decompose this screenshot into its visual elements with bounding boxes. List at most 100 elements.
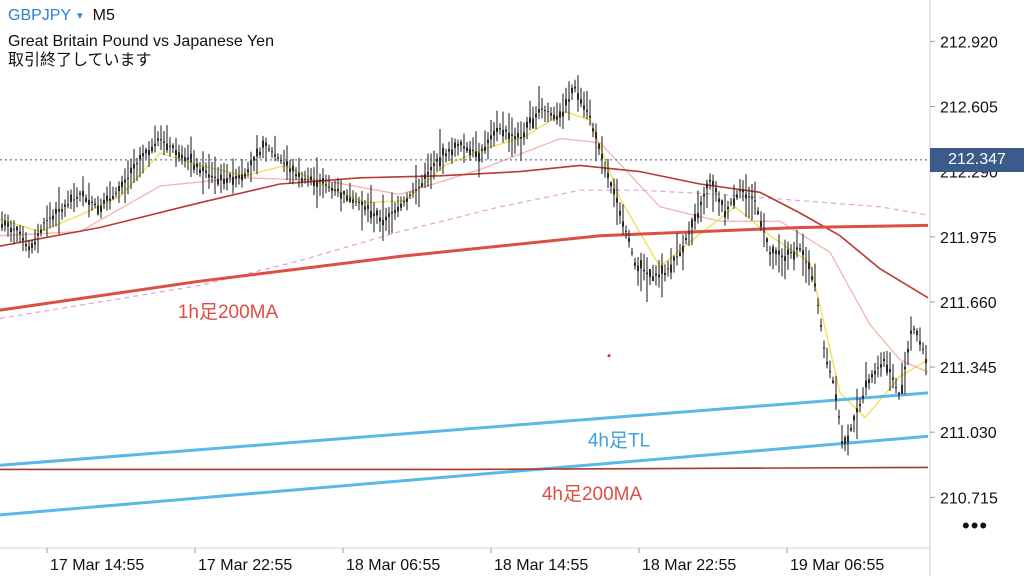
candle-body — [727, 206, 729, 210]
symbol-label[interactable]: GBPJPY — [8, 7, 72, 24]
candle-body — [334, 189, 336, 191]
candle-body — [157, 138, 159, 141]
timeframe-label[interactable]: M5 — [92, 7, 115, 24]
candle-body — [925, 359, 927, 364]
candle-body — [523, 132, 525, 138]
annotation-label: 1h足200MA — [178, 302, 279, 323]
candle-body — [112, 196, 114, 200]
candle-body — [160, 139, 162, 141]
candle-body — [421, 183, 423, 187]
candle-body — [424, 174, 426, 179]
y-tick-label: 211.030 — [940, 425, 997, 442]
chart-annotations: 1h足200MA 4h足TL 4h足200MA — [178, 302, 650, 505]
candle-body — [883, 358, 885, 361]
indicator-line-3 — [0, 189, 929, 320]
candle-body — [901, 384, 903, 394]
x-tick-label: 18 Mar 06:55 — [346, 557, 440, 574]
candle-body — [346, 195, 348, 201]
candle-body — [316, 181, 318, 187]
candle-body — [622, 221, 624, 227]
candle-body — [574, 86, 576, 89]
candle-body — [352, 199, 354, 203]
candle-body — [94, 203, 96, 206]
candle-body — [739, 190, 741, 192]
candle-body — [52, 215, 54, 220]
more-menu-icon[interactable]: ••• — [962, 513, 989, 538]
candle-body — [520, 137, 522, 139]
candle-body — [55, 208, 57, 214]
chevron-down-icon[interactable]: ▾ — [77, 10, 83, 22]
candle-body — [760, 221, 762, 227]
candle-body — [535, 113, 537, 118]
candle-body — [271, 151, 273, 153]
instrument-name: Great Britain Pound vs Japanese Yen — [8, 33, 274, 50]
candle-body — [820, 324, 822, 327]
candle-body — [322, 178, 324, 184]
candle-body — [25, 244, 27, 247]
candle-body — [601, 153, 603, 160]
candle-body — [7, 222, 9, 227]
candle-body — [121, 181, 123, 188]
candle-body — [229, 174, 231, 178]
y-tick-label: 211.975 — [940, 230, 997, 247]
candle-body — [247, 169, 249, 173]
candle-body — [709, 179, 711, 182]
candle-body — [487, 139, 489, 144]
candle-body — [772, 246, 774, 254]
candle-body — [49, 217, 51, 219]
candle-body — [715, 188, 717, 193]
x-tick-label: 17 Mar 14:55 — [50, 557, 144, 574]
candle-body — [331, 187, 333, 191]
candle-body — [253, 156, 255, 161]
candle-body — [196, 163, 198, 168]
candle-body — [169, 145, 171, 147]
candle-body — [463, 146, 465, 149]
candle-body — [868, 379, 870, 383]
candle-body — [388, 213, 390, 217]
candle-body — [751, 197, 753, 199]
candle-body — [850, 428, 852, 431]
candle-body — [781, 255, 783, 258]
candle-body — [871, 374, 873, 378]
candle-body — [277, 157, 279, 159]
candle-body — [358, 201, 360, 204]
candle-body — [592, 128, 594, 132]
candle-body — [808, 262, 810, 270]
candle-body — [658, 274, 660, 278]
candle-body — [610, 182, 612, 187]
indicator-line-8 — [0, 466, 929, 471]
candle-body — [238, 175, 240, 178]
candle-body — [349, 197, 351, 203]
candle-body — [886, 364, 888, 373]
candle-body — [604, 169, 606, 171]
candle-body — [745, 194, 747, 199]
candle-body — [832, 380, 834, 384]
candle-body — [568, 99, 570, 102]
candle-body — [175, 150, 177, 156]
indicator-lines — [0, 111, 929, 517]
candle-body — [106, 195, 108, 202]
candle-body — [79, 193, 81, 195]
candle-body — [646, 272, 648, 275]
candle-body — [304, 178, 306, 180]
last-price-tag: 212.347 — [930, 147, 1024, 172]
candle-body — [202, 167, 204, 172]
y-tick-label: 210.715 — [940, 490, 998, 507]
candle-body — [43, 222, 45, 224]
symbol-selector[interactable]: GBPJPY ▾ M5 — [8, 6, 115, 26]
y-tick-label: 212.920 — [940, 34, 998, 51]
candle-body — [790, 252, 792, 254]
candle-body — [778, 250, 780, 255]
candle-body — [697, 212, 699, 218]
candle-body — [193, 164, 195, 170]
candle-body — [148, 149, 150, 156]
y-tick-label: 211.660 — [940, 295, 997, 312]
candle-body — [295, 174, 297, 177]
candle-body — [337, 188, 339, 191]
candle-body — [667, 268, 669, 270]
candle-body — [475, 151, 477, 157]
candle-body — [379, 217, 381, 222]
candle-body — [250, 160, 252, 166]
